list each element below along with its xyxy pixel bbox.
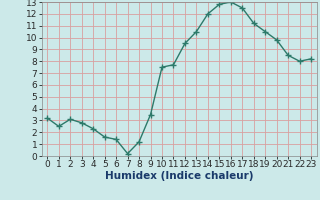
X-axis label: Humidex (Indice chaleur): Humidex (Indice chaleur) xyxy=(105,171,253,181)
